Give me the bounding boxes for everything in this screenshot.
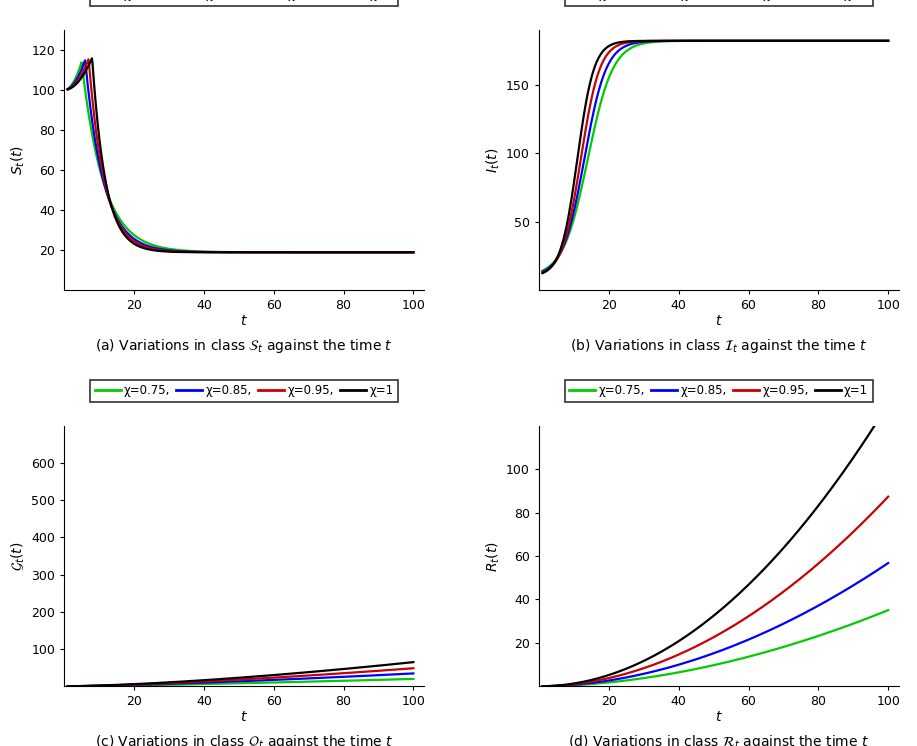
Y-axis label: $R_t(t)$: $R_t(t)$ xyxy=(484,541,502,571)
Y-axis label: $\mathcal{G}_t(t)$: $\mathcal{G}_t(t)$ xyxy=(9,542,27,571)
X-axis label: $t$: $t$ xyxy=(715,709,723,724)
Text: (b) Variations in class $\mathcal{I}_t$ against the time $t$: (b) Variations in class $\mathcal{I}_t$ … xyxy=(570,337,867,355)
Text: (a) Variations in class $\mathcal{S}_t$ against the time $t$: (a) Variations in class $\mathcal{S}_t$ … xyxy=(95,337,393,355)
Legend: χ=0.75,, χ=0.85,, χ=0.95,, χ=1: χ=0.75,, χ=0.85,, χ=0.95,, χ=1 xyxy=(90,0,398,6)
Legend: χ=0.75,, χ=0.85,, χ=0.95,, χ=1: χ=0.75,, χ=0.85,, χ=0.95,, χ=1 xyxy=(565,0,873,6)
X-axis label: $t$: $t$ xyxy=(240,314,248,327)
Y-axis label: $I_t(t)$: $I_t(t)$ xyxy=(484,148,502,173)
X-axis label: $t$: $t$ xyxy=(715,314,723,327)
Legend: χ=0.75,, χ=0.85,, χ=0.95,, χ=1: χ=0.75,, χ=0.85,, χ=0.95,, χ=1 xyxy=(565,380,873,402)
Text: (c) Variations in class $\mathcal{Q}_t$ against the time $t$: (c) Variations in class $\mathcal{Q}_t$ … xyxy=(94,733,393,746)
X-axis label: $t$: $t$ xyxy=(240,709,248,724)
Legend: χ=0.75,, χ=0.85,, χ=0.95,, χ=1: χ=0.75,, χ=0.85,, χ=0.95,, χ=1 xyxy=(90,380,398,402)
Y-axis label: $S_t(t)$: $S_t(t)$ xyxy=(10,145,28,175)
Text: (d) Variations in class $\mathcal{R}_t$ against the time $t$: (d) Variations in class $\mathcal{R}_t$ … xyxy=(569,733,869,746)
